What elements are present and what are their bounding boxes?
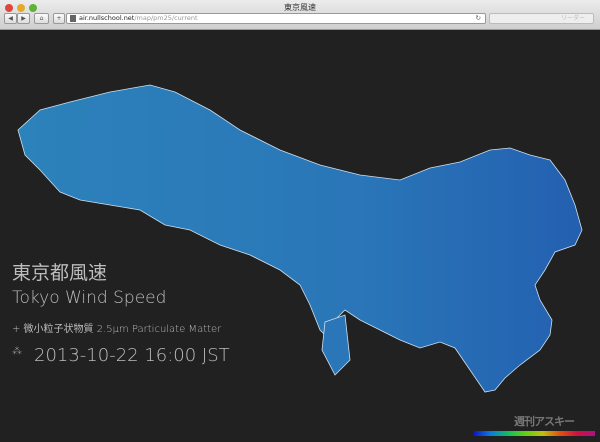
add-tab-button[interactable]: + xyxy=(53,13,65,24)
tokyo-region-shape xyxy=(17,84,583,393)
title-ja: 東京都風速 xyxy=(12,262,108,284)
color-scale-bar xyxy=(473,431,595,436)
favicon-icon xyxy=(70,15,76,22)
forward-button[interactable]: ▶ xyxy=(17,13,30,24)
window-title: 東京風速 xyxy=(284,3,316,12)
overlay-toggle[interactable]: + 微小粒子状物質 2.5μm Particulate Matter xyxy=(12,324,222,335)
watermark-logo: 週刊アスキー xyxy=(514,415,575,428)
url-host: air.nullschool.net xyxy=(79,14,135,22)
stars-icon[interactable]: ⁂ xyxy=(12,346,22,357)
peninsula-shape xyxy=(321,314,351,376)
zoom-button[interactable] xyxy=(29,4,37,12)
url-path: /map/pm25/current xyxy=(134,14,198,22)
title-en: Tokyo Wind Speed xyxy=(12,288,167,308)
reader-button[interactable]: リーダー xyxy=(489,13,594,24)
tokyo-map[interactable] xyxy=(0,30,600,442)
minimize-button[interactable] xyxy=(17,4,25,12)
close-button[interactable] xyxy=(5,4,13,12)
url-field[interactable]: air.nullschool.net/map/pm25/current ↻ xyxy=(66,13,486,24)
back-button[interactable]: ◀ xyxy=(4,13,17,24)
browser-titlebar: 東京風速 ◀ ▶ ⌂ + air.nullschool.net/map/pm25… xyxy=(0,0,600,30)
home-button[interactable]: ⌂ xyxy=(34,13,49,24)
reload-icon[interactable]: ↻ xyxy=(475,14,481,22)
datetime-label[interactable]: 2013-10-22 16:00 JST xyxy=(34,345,230,366)
